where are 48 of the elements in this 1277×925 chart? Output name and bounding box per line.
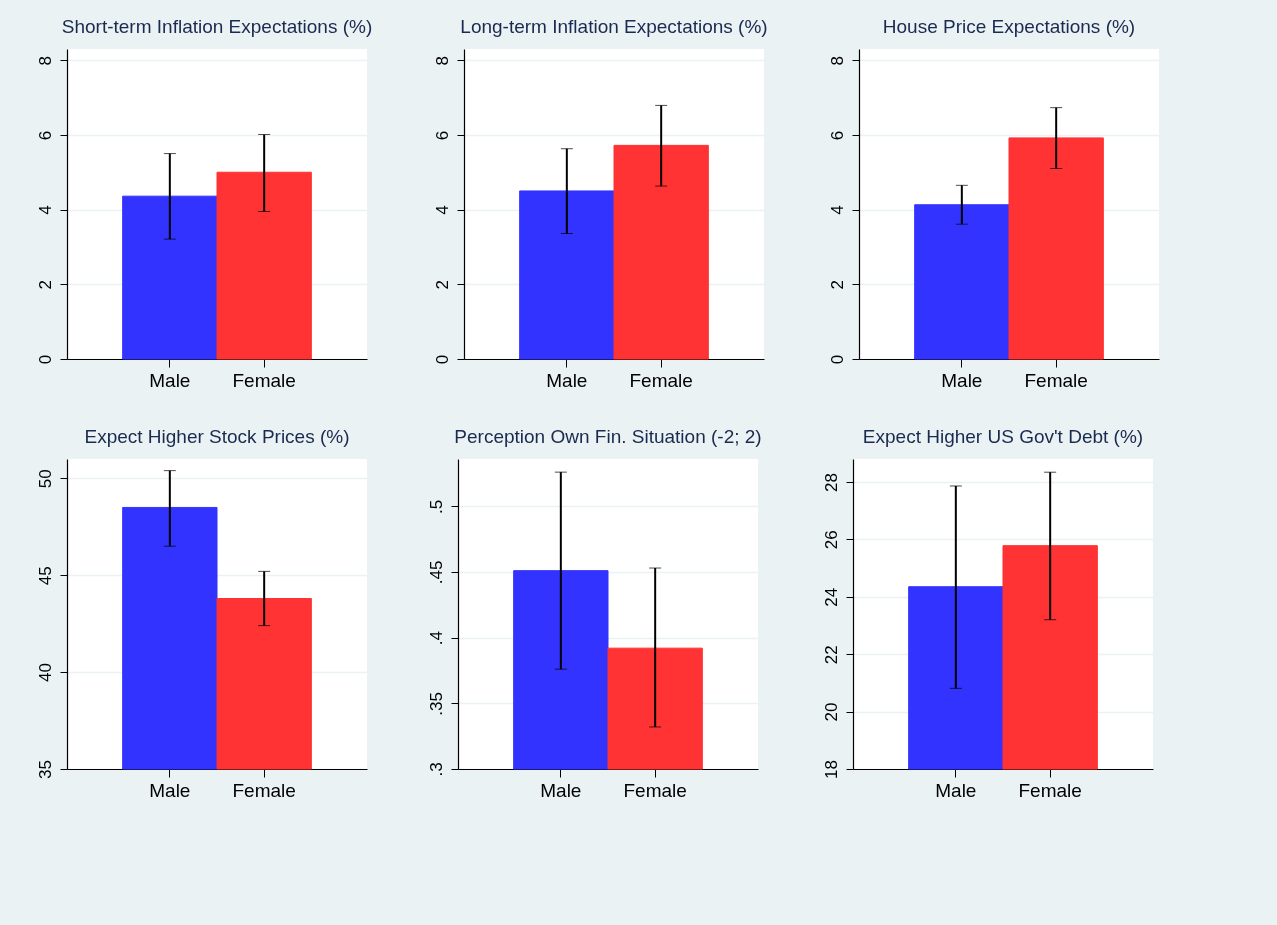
- y-tick-label: 0: [827, 354, 847, 365]
- y-tick-label: 8: [432, 55, 452, 66]
- chart-title: Expect Higher Stock Prices (%): [84, 426, 350, 447]
- y-tick-label: 28: [821, 473, 841, 492]
- y-tick-label: 2: [432, 280, 452, 290]
- y-tick-label: .45: [426, 560, 446, 585]
- y-tick-label: 6: [827, 130, 847, 141]
- x-tick-label: Female: [232, 369, 296, 391]
- y-tick-label: 45: [35, 566, 55, 586]
- y-tick-label: 8: [35, 55, 55, 66]
- y-tick-label: 2: [35, 280, 55, 290]
- x-tick-label: Female: [1024, 369, 1088, 391]
- chart-title: Expect Higher US Gov't Debt (%): [862, 426, 1144, 447]
- y-tick-label: 35: [35, 760, 55, 779]
- y-tick-label: 4: [432, 205, 452, 215]
- y-tick-label: 8: [827, 55, 847, 66]
- x-tick-label: Female: [1018, 779, 1082, 801]
- chart-title: Perception Own Fin. Situation (-2; 2): [454, 426, 762, 447]
- x-tick-label: Male: [546, 369, 588, 391]
- y-tick-label: 22: [821, 645, 841, 665]
- y-tick-label: 0: [35, 354, 55, 365]
- x-tick-label: Male: [149, 779, 191, 801]
- chart-title: Long-term Inflation Expectations (%): [460, 16, 768, 37]
- chart-title: Short-term Inflation Expectations (%): [61, 16, 373, 37]
- y-tick-label: 6: [35, 130, 55, 141]
- x-tick-label: Male: [941, 369, 983, 391]
- y-tick-label: 50: [35, 469, 55, 489]
- y-tick-label: 20: [821, 702, 841, 722]
- x-tick-label: Female: [232, 779, 296, 801]
- y-tick-label: 40: [35, 663, 55, 683]
- y-tick-label: 6: [432, 130, 452, 141]
- y-tick-label: 4: [827, 205, 847, 215]
- x-tick-label: Male: [149, 369, 191, 391]
- y-tick-label: .35: [426, 692, 446, 716]
- y-tick-label: .5: [426, 499, 446, 514]
- x-tick-label: Female: [623, 779, 687, 801]
- y-tick-label: 18: [821, 760, 841, 779]
- x-tick-label: Male: [935, 779, 977, 801]
- chart-title: House Price Expectations (%): [882, 16, 1136, 37]
- y-tick-label: 0: [432, 354, 452, 365]
- y-tick-label: 26: [821, 530, 841, 550]
- x-tick-label: Male: [540, 779, 582, 801]
- y-tick-label: 24: [821, 587, 841, 607]
- x-tick-label: Female: [629, 369, 693, 391]
- y-tick-label: .3: [426, 762, 446, 777]
- y-tick-label: 2: [827, 280, 847, 290]
- y-tick-label: 4: [35, 205, 55, 215]
- y-tick-label: .4: [426, 631, 446, 646]
